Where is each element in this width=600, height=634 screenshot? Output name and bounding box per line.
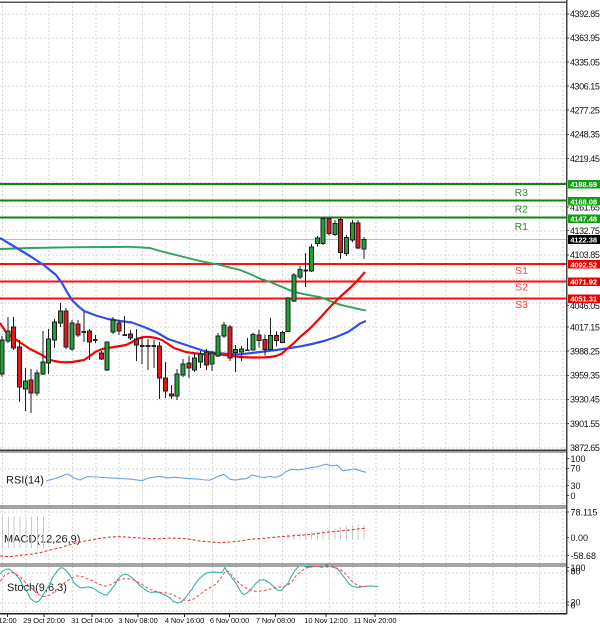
svg-text:4017.15: 4017.15 xyxy=(570,322,600,332)
svg-text:4046.05: 4046.05 xyxy=(570,301,600,311)
svg-text:100: 100 xyxy=(571,563,586,573)
svg-text:0: 0 xyxy=(571,491,576,501)
svg-text:78.115: 78.115 xyxy=(571,507,598,517)
svg-text:4 Nov 16:00: 4 Nov 16:00 xyxy=(165,616,204,625)
svg-text:3 Nov 08:00: 3 Nov 08:00 xyxy=(118,616,157,625)
svg-text:3988.25: 3988.25 xyxy=(570,347,600,357)
svg-text:20: 20 xyxy=(571,597,581,607)
svg-text:4051.31: 4051.31 xyxy=(570,295,598,304)
svg-text:S1: S1 xyxy=(515,265,528,277)
svg-text:30: 30 xyxy=(571,481,581,491)
svg-text:4147.48: 4147.48 xyxy=(570,215,597,224)
svg-text:4071.92: 4071.92 xyxy=(570,278,597,287)
svg-text:S2: S2 xyxy=(515,282,528,294)
svg-text:MACD(12,26,9): MACD(12,26,9) xyxy=(4,534,80,546)
svg-text:10 Nov 12:00: 10 Nov 12:00 xyxy=(304,616,347,625)
svg-text:R3: R3 xyxy=(515,187,529,199)
svg-text:7 Nov 08:00: 7 Nov 08:00 xyxy=(256,616,295,625)
svg-text:6 Nov 00:00: 6 Nov 00:00 xyxy=(210,616,249,625)
svg-text:3872.65: 3872.65 xyxy=(570,443,600,453)
svg-text:4335.05: 4335.05 xyxy=(570,57,600,67)
svg-text:0.00: 0.00 xyxy=(571,533,589,543)
svg-text:4132.75: 4132.75 xyxy=(570,226,600,236)
svg-text:12:00: 12:00 xyxy=(0,616,17,625)
svg-text:31 Oct 04:00: 31 Oct 04:00 xyxy=(71,616,113,625)
svg-text:80: 80 xyxy=(571,566,581,576)
svg-text:4103.85: 4103.85 xyxy=(570,250,600,260)
svg-text:RSI(14): RSI(14) xyxy=(6,475,44,487)
svg-text:0: 0 xyxy=(571,600,576,610)
svg-text:3901.55: 3901.55 xyxy=(570,419,600,429)
svg-text:4248.35: 4248.35 xyxy=(570,130,600,140)
svg-text:R1: R1 xyxy=(515,221,529,233)
svg-text:4122.38: 4122.38 xyxy=(570,235,597,244)
svg-text:11 Nov 20:00: 11 Nov 20:00 xyxy=(354,616,397,625)
svg-text:29 Oct 20:00: 29 Oct 20:00 xyxy=(23,616,65,625)
svg-text:4092.52: 4092.52 xyxy=(570,260,597,269)
svg-text:4306.15: 4306.15 xyxy=(570,81,600,91)
svg-text:3959.35: 3959.35 xyxy=(570,371,600,381)
svg-text:70: 70 xyxy=(571,464,581,474)
svg-text:4219.45: 4219.45 xyxy=(570,154,600,164)
svg-text:100: 100 xyxy=(571,454,586,464)
svg-text:4168.08: 4168.08 xyxy=(570,197,597,206)
svg-text:S3: S3 xyxy=(515,299,528,311)
svg-text:Stoch(9,6,3): Stoch(9,6,3) xyxy=(7,582,67,594)
svg-text:4161.65: 4161.65 xyxy=(570,203,600,213)
svg-text:R2: R2 xyxy=(515,203,529,215)
svg-text:4392.85: 4392.85 xyxy=(570,9,600,19)
svg-text:4363.95: 4363.95 xyxy=(570,33,600,43)
svg-text:4188.69: 4188.69 xyxy=(570,180,597,189)
svg-text:4277.25: 4277.25 xyxy=(570,106,600,116)
svg-text:3930.45: 3930.45 xyxy=(570,395,600,405)
svg-text:-58.68: -58.68 xyxy=(571,551,597,561)
